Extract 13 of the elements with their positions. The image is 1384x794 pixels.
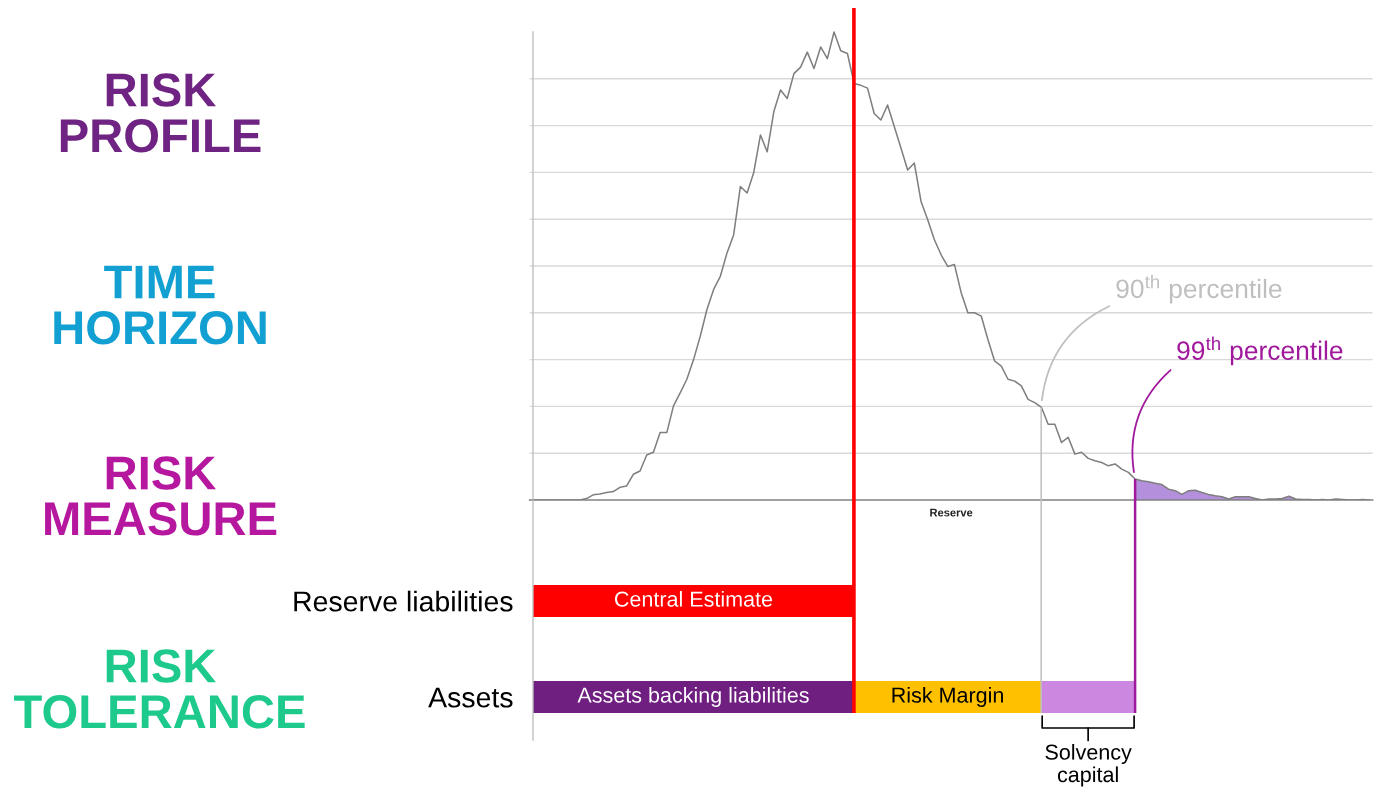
- text: RISK PROFILE: [60, 73, 261, 153]
- y-tick-label: Reserve liabilities: [294, 590, 513, 612]
- x-axis-title: Reserve: [930, 508, 973, 517]
- series-label: Risk Margin: [892, 686, 1003, 708]
- series-label: Central Estimate: [614, 590, 773, 607]
- text: RISK TOLERANCE: [14, 649, 305, 729]
- series-label: Solvency capital: [1045, 743, 1132, 787]
- ref-line-label: 90$^{th}$ percentile: [1116, 274, 1282, 304]
- text: RISK MEASURE: [45, 456, 277, 536]
- text: TIME HORIZON: [54, 265, 266, 345]
- y-tick-label: Assets: [428, 687, 513, 708]
- series-label: Assets backing liabilities: [577, 686, 809, 708]
- ref-line-label: 99$^{th}$ percentile: [1177, 336, 1343, 366]
